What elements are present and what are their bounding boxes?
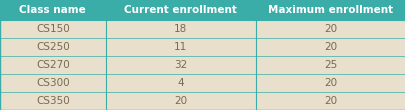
Text: 20: 20 <box>324 78 337 88</box>
Text: 32: 32 <box>174 60 187 70</box>
Bar <box>255 20 405 38</box>
Bar <box>105 38 255 56</box>
Text: 25: 25 <box>324 60 337 70</box>
Text: Maximum enrollment: Maximum enrollment <box>268 5 392 15</box>
Text: 11: 11 <box>174 42 187 52</box>
Text: 20: 20 <box>324 96 337 106</box>
Bar <box>255 74 405 92</box>
Bar <box>0 74 105 92</box>
Text: Class name: Class name <box>19 5 86 15</box>
Bar <box>0 92 105 110</box>
Text: 20: 20 <box>174 96 187 106</box>
Bar <box>105 56 255 74</box>
Bar <box>105 20 255 38</box>
Bar <box>105 0 255 20</box>
Text: CS350: CS350 <box>36 96 70 106</box>
Text: 20: 20 <box>324 24 337 34</box>
Bar <box>255 56 405 74</box>
Text: CS300: CS300 <box>36 78 69 88</box>
Text: CS150: CS150 <box>36 24 70 34</box>
Bar <box>105 74 255 92</box>
Bar <box>0 38 105 56</box>
Text: 18: 18 <box>174 24 187 34</box>
Bar <box>0 20 105 38</box>
Text: CS270: CS270 <box>36 60 70 70</box>
Bar <box>0 56 105 74</box>
Bar <box>255 38 405 56</box>
Bar <box>255 92 405 110</box>
Text: 20: 20 <box>324 42 337 52</box>
Text: Current enrollment: Current enrollment <box>124 5 237 15</box>
Text: 4: 4 <box>177 78 183 88</box>
Bar <box>105 92 255 110</box>
Bar <box>255 0 405 20</box>
Bar <box>0 0 105 20</box>
Text: CS250: CS250 <box>36 42 70 52</box>
